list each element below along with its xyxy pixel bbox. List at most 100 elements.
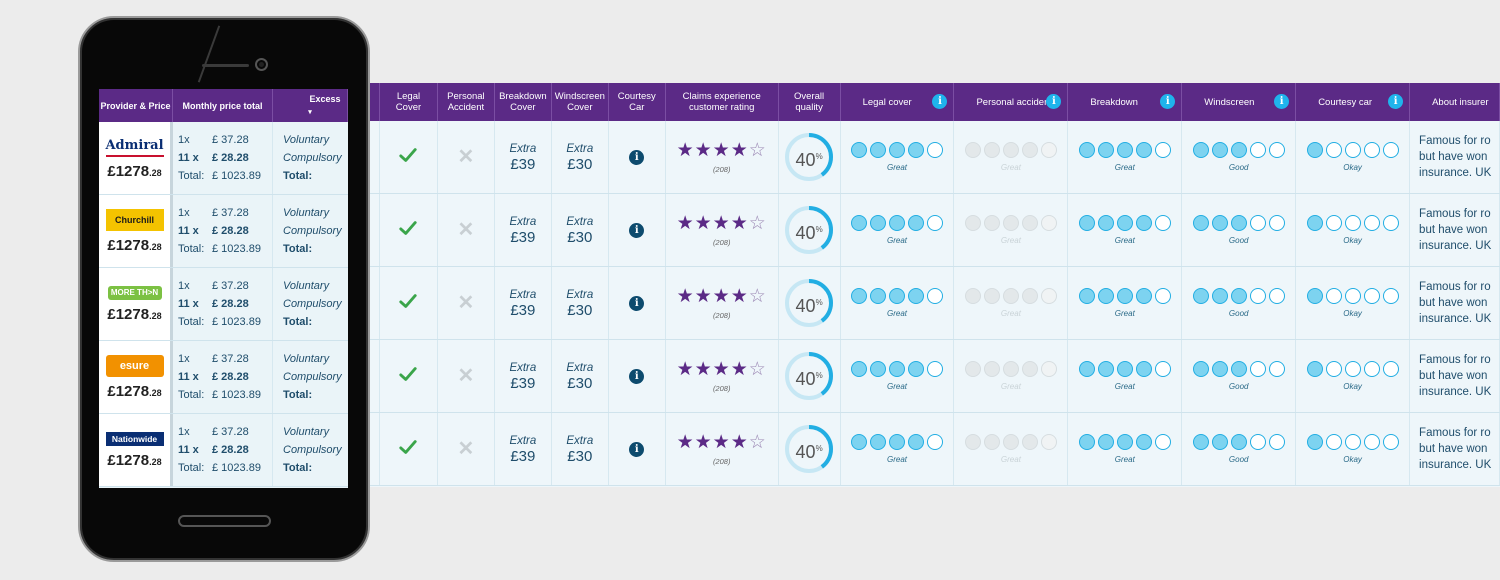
overall-quality-percent: 40%: [795, 223, 823, 243]
info-icon[interactable]: i: [1274, 94, 1290, 109]
column-header[interactable]: Breakdown Cover: [495, 83, 552, 121]
overall-quality-ring: 40%: [784, 278, 834, 328]
mobile-row[interactable]: Admiral £1278.28 1x £ 37.28 11 x £ 28.28 Total…: [99, 122, 348, 195]
rating-dots: [851, 142, 944, 158]
breakdown-extra: Extra £39: [509, 434, 536, 464]
info-icon[interactable]: i: [932, 94, 948, 109]
rating-dot: [851, 288, 868, 304]
claims-rating-cell: ★★★★☆ (208): [666, 340, 779, 412]
column-header[interactable]: Courtesy car i: [1296, 83, 1411, 121]
rating-dot: [983, 142, 1000, 158]
column-header[interactable]: Legal Cover: [380, 83, 438, 121]
mobile-row[interactable]: Churchill £1278.28 1x £ 37.28 11 x £ 28.28 Tot…: [99, 195, 348, 268]
total-amount: £ 1023.89: [212, 462, 261, 474]
breakdown-quality-cell: Great: [1068, 340, 1183, 412]
column-header[interactable]: Claims experience customer rating: [666, 83, 779, 121]
mobile-row[interactable]: Nationwide £1278.28 1x £ 37.28 11 x £ 28.28 To…: [99, 414, 348, 487]
compulsory-excess: Compulsory: [283, 444, 342, 456]
excess-total: Total:: [283, 389, 313, 401]
rating-dot: [1211, 288, 1228, 304]
payment-count: 11 x: [178, 371, 199, 383]
first-payment: 1x £ 37.28: [178, 350, 272, 368]
about-text-line: Famous for ro: [1419, 354, 1491, 366]
rating-dot: [1154, 361, 1171, 377]
rating-dot: [1325, 288, 1342, 304]
info-icon[interactable]: i: [629, 441, 645, 457]
column-header[interactable]: Breakdown i: [1068, 83, 1183, 121]
info-icon[interactable]: i: [629, 149, 645, 165]
rating-dot: [1135, 215, 1152, 231]
legal-cover-cell: [380, 413, 438, 485]
info-icon[interactable]: i: [629, 368, 645, 384]
rating-dot: [927, 288, 944, 304]
column-header[interactable]: Windscreen Cover: [552, 83, 609, 121]
check-icon: [399, 219, 418, 242]
payment-amount: £ 28.28: [212, 298, 249, 310]
payment-amount: £ 37.28: [212, 280, 249, 292]
info-icon[interactable]: i: [1388, 94, 1404, 109]
excess-total: Total:: [283, 243, 313, 255]
star-rating: ★★★★☆: [676, 358, 767, 380]
overall-quality-cell: 40%: [779, 413, 841, 485]
info-icon[interactable]: i: [629, 295, 645, 311]
rating-dots: [1192, 288, 1285, 304]
info-icon[interactable]: i: [1160, 94, 1176, 109]
column-header[interactable]: Windscreen i: [1182, 83, 1297, 121]
column-header[interactable]: Overall quality: [779, 83, 841, 121]
provider-cell[interactable]: Churchill £1278.28: [99, 195, 173, 267]
mobile-row[interactable]: MORE TH>N £1278.28 1x £ 37.28 11 x £ 28.28 Tot…: [99, 268, 348, 341]
legal-quality-cell: Great: [841, 413, 955, 485]
sort-arrow-icon[interactable]: ▾: [308, 108, 312, 116]
payment-count: 11 x: [178, 152, 199, 164]
extra-price: £39: [510, 229, 536, 246]
courtesy-car-cell: i: [609, 194, 666, 266]
column-header-label: Personal Accident: [447, 91, 485, 113]
rating-dot: [1021, 142, 1038, 158]
personal-accident-cell: ✕: [438, 194, 495, 266]
extra-label: Extra: [566, 216, 594, 228]
about-text-line: but have won: [1419, 443, 1488, 455]
column-header[interactable]: Legal cover i: [841, 83, 955, 121]
column-header[interactable]: Courtesy Car: [609, 83, 666, 121]
payment-count: 11 x: [178, 225, 199, 237]
column-header[interactable]: Personal Accident: [438, 83, 495, 121]
courtesy-quality-cell: Okay: [1296, 121, 1411, 193]
personal-accident-cell: ✕: [438, 413, 495, 485]
rating-dot: [1230, 142, 1247, 158]
provider-cell[interactable]: MORE TH>N £1278.28: [99, 268, 173, 340]
column-header[interactable]: About insurer: [1410, 83, 1500, 121]
voluntary-excess: Voluntary: [283, 426, 330, 438]
column-header[interactable]: Personal accident i: [954, 83, 1069, 121]
mobile-row[interactable]: esure £1278.28 1x £ 37.28 11 x £ 28.28 Total: £…: [99, 341, 348, 414]
rating-dot: [1135, 434, 1152, 450]
extra-label: Extra: [566, 362, 594, 374]
info-icon[interactable]: i: [1046, 94, 1062, 109]
breakdown-quality-cell: Great: [1068, 194, 1183, 266]
total-amount: £ 1023.89: [212, 243, 261, 255]
rating-dot: [1078, 288, 1095, 304]
first-payment: 1x £ 37.28: [178, 277, 272, 295]
extra-label: Extra: [566, 435, 594, 447]
review-count: (208): [712, 237, 731, 247]
monthly-price-header[interactable]: Monthly price total: [173, 89, 273, 122]
provider-cell[interactable]: esure £1278.28: [99, 341, 173, 413]
rating-dot: [1382, 215, 1399, 231]
rating-dot: [1097, 361, 1114, 377]
info-icon[interactable]: i: [629, 222, 645, 238]
provider-cell[interactable]: Nationwide £1278.28: [99, 414, 173, 486]
legal-cover-cell: [380, 121, 438, 193]
rating-dot: [1382, 288, 1399, 304]
extra-price: £30: [567, 375, 593, 392]
legal-cover-cell: [380, 267, 438, 339]
rating-dots: [964, 288, 1057, 304]
phone-home-button[interactable]: [178, 515, 271, 527]
about-text-line: Famous for ro: [1419, 427, 1491, 439]
provider-price-header[interactable]: Provider & Price: [99, 89, 173, 122]
monthly-price-cell: 1x £ 37.28 11 x £ 28.28 Total: £ 1023.89: [173, 268, 273, 340]
excess-header[interactable]: Excess ▾: [273, 89, 348, 122]
provider-cell[interactable]: Admiral £1278.28: [99, 122, 173, 194]
excess-total: Total:: [283, 462, 313, 474]
rating-dot: [1363, 288, 1380, 304]
rating-dot: [964, 142, 981, 158]
rating-dot: [1135, 288, 1152, 304]
